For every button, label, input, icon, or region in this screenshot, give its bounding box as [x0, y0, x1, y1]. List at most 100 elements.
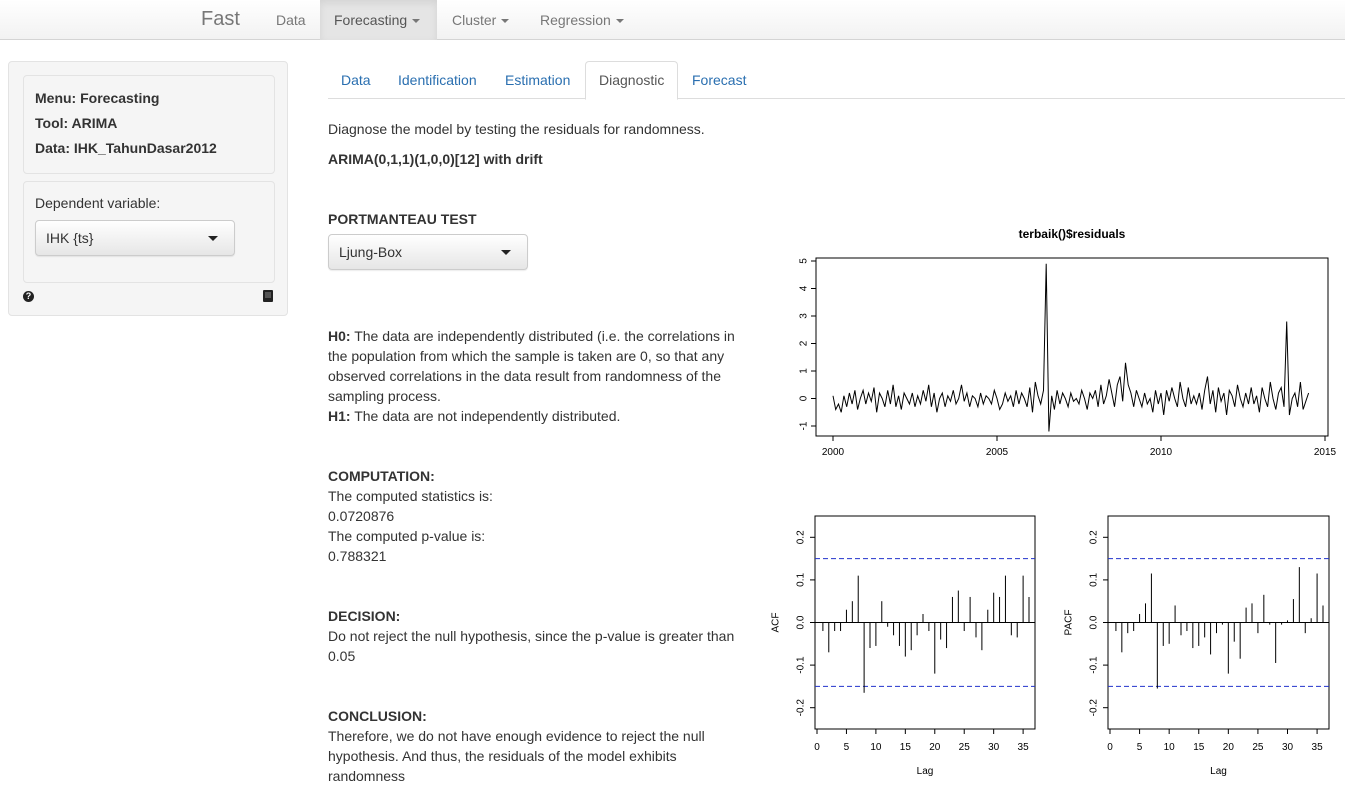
- x-tick-label: 15: [900, 742, 912, 753]
- x-tick-label: 5: [1137, 742, 1143, 753]
- x-tick-label: 20: [929, 742, 941, 753]
- nav-forecasting-label: Forecasting: [334, 12, 408, 28]
- decision-heading: DECISION:: [328, 608, 401, 624]
- y-tick-label: 0: [799, 395, 810, 401]
- conclusion-heading: CONCLUSION:: [328, 708, 427, 724]
- y-tick-label: 5: [799, 258, 810, 264]
- x-tick-label: 0: [1107, 742, 1113, 753]
- y-tick-label: 3: [799, 313, 810, 319]
- computation-heading: COMPUTATION:: [328, 468, 435, 484]
- x-tick-label: 2010: [1150, 447, 1173, 458]
- tab-forecast[interactable]: Forecast: [692, 72, 747, 88]
- nav-regression[interactable]: Regression: [526, 0, 638, 40]
- y-tick-label: -0.1: [1089, 656, 1100, 674]
- tab-identification[interactable]: Identification: [398, 72, 477, 88]
- x-tick-label: 15: [1193, 742, 1205, 753]
- tab-diagnostic[interactable]: Diagnostic: [585, 61, 679, 100]
- pvalue-label: The computed p-value is:: [328, 528, 486, 544]
- decision-text: Do not reject the null hypothesis, since…: [328, 628, 735, 664]
- y-tick-label: 0.0: [1089, 615, 1100, 629]
- x-axis-label: Lag: [1210, 766, 1227, 777]
- x-tick-label: 10: [870, 742, 882, 753]
- residuals-series-line: [832, 263, 1310, 432]
- caret-down-icon: [208, 236, 218, 241]
- conclusion-text: Therefore, we do not have enough evidenc…: [328, 728, 705, 784]
- x-tick-label: 20: [1223, 742, 1235, 753]
- h1-text: The data are not independently distribut…: [354, 408, 621, 424]
- pacf-chart: 0 5 10 15 20 25 30 35 -0.2 -0.1 0.0 0.1 0.2 Lag PACF: [1064, 515, 1330, 777]
- pvalue-value: 0.788321: [328, 548, 387, 564]
- x-tick-label: 25: [959, 742, 971, 753]
- stat-value: 0.0720876: [328, 508, 395, 524]
- x-tick-label: 2015: [1314, 447, 1337, 458]
- x-tick-label: 25: [1252, 742, 1264, 753]
- nav-data[interactable]: Data: [262, 0, 320, 40]
- acf-plot: 0 5 10 15 20 25 30 35 -0.2 -0.1 0.0 0.1 0.2 Lag ACF: [760, 505, 1045, 785]
- caret-down-icon: [412, 19, 421, 24]
- x-axis-label: Lag: [917, 766, 934, 777]
- dependent-variable-select[interactable]: IHK {ts}: [35, 220, 235, 256]
- residuals-plot: terbaik()$residuals 2000 2005 2010 2015 -1 0 1 2…: [760, 220, 1345, 470]
- nav-forecasting[interactable]: Forecasting: [320, 0, 437, 40]
- x-tick-label: 30: [988, 742, 1000, 753]
- h1-label: H1:: [328, 408, 351, 424]
- x-tick-label: 0: [814, 742, 820, 753]
- nav-cluster[interactable]: Cluster: [438, 0, 523, 40]
- data-info: Data: IHK_TahunDasar2012: [35, 140, 217, 156]
- tool-info: Tool: ARIMA: [35, 115, 118, 131]
- y-tick-label: 0.0: [796, 615, 807, 629]
- navbar: Fast Data Forecasting Cluster Regression: [0, 0, 1345, 40]
- tab-estimation[interactable]: Estimation: [505, 72, 571, 88]
- caret-down-icon: [501, 250, 511, 255]
- brand[interactable]: Fast: [201, 8, 240, 30]
- x-tick-label: 2000: [822, 447, 845, 458]
- menu-info: Menu: Forecasting: [35, 90, 160, 106]
- y-tick-label: 4: [799, 285, 810, 291]
- tab-data[interactable]: Data: [341, 72, 371, 88]
- portmanteau-test-select[interactable]: Ljung-Box: [328, 234, 528, 270]
- hypothesis-block: H0: The data are independently distribut…: [328, 326, 748, 426]
- y-tick-label: 2: [799, 340, 810, 346]
- h0-label: H0:: [328, 328, 351, 344]
- y-tick-label: 0.1: [796, 573, 807, 587]
- x-tick-label: 30: [1282, 742, 1294, 753]
- y-tick-label: 0.2: [1089, 530, 1100, 544]
- portmanteau-test-value: Ljung-Box: [339, 244, 403, 260]
- y-tick-label: 0.2: [796, 530, 807, 544]
- chart-title: terbaik()$residuals: [1019, 227, 1126, 241]
- question-circle-icon[interactable]: ?: [23, 291, 34, 302]
- portmanteau-heading: PORTMANTEAU TEST: [328, 211, 477, 227]
- x-tick-label: 35: [1018, 742, 1030, 753]
- y-tick-label: 0.1: [1089, 573, 1100, 587]
- x-tick-label: 10: [1164, 742, 1176, 753]
- dependent-label: Dependent variable:: [35, 195, 161, 211]
- x-tick-label: 35: [1312, 742, 1324, 753]
- model-title: ARIMA(0,1,1)(1,0,0)[12] with drift: [328, 151, 543, 167]
- y-tick-label: 1: [799, 368, 810, 374]
- dependent-well: Dependent variable: IHK {ts}: [23, 181, 275, 283]
- nav-cluster-label: Cluster: [452, 12, 497, 28]
- caret-down-icon: [615, 19, 624, 24]
- info-well: Menu: Forecasting Tool: ARIMA Data: IHK_…: [23, 75, 275, 174]
- tab-bar: Data Identification Estimation Diagnosti…: [328, 61, 1345, 100]
- residuals-chart: terbaik()$residuals 2000 2005 2010 2015 -1 0 1 2…: [799, 227, 1337, 458]
- pacf-plot: 0 5 10 15 20 25 30 35 -0.2 -0.1 0.0 0.1 0.2 Lag PACF: [1053, 505, 1345, 785]
- stat-label: The computed statistics is:: [328, 488, 493, 504]
- intro-text: Diagnose the model by testing the residu…: [328, 121, 705, 137]
- y-tick-label: -0.1: [796, 656, 807, 674]
- nav-regression-label: Regression: [540, 12, 611, 28]
- plot-frame: [815, 257, 1329, 437]
- y-axis-label: PACF: [1064, 610, 1075, 636]
- nav-data-label: Data: [276, 12, 306, 28]
- x-tick-label: 2005: [986, 447, 1009, 458]
- book-icon[interactable]: [263, 290, 273, 302]
- y-tick-label: -0.2: [796, 699, 807, 717]
- x-tick-label: 5: [844, 742, 850, 753]
- y-axis-label: ACF: [771, 613, 782, 633]
- caret-down-icon: [501, 19, 510, 24]
- y-tick-label: -0.2: [1089, 699, 1100, 717]
- sidebar-panel: Menu: Forecasting Tool: ARIMA Data: IHK_…: [8, 61, 288, 316]
- acf-chart: 0 5 10 15 20 25 30 35 -0.2 -0.1 0.0 0.1 0.2 Lag ACF: [771, 515, 1036, 777]
- dependent-variable-value: IHK {ts}: [46, 230, 94, 246]
- h0-text: The data are independently distributed (…: [328, 328, 735, 404]
